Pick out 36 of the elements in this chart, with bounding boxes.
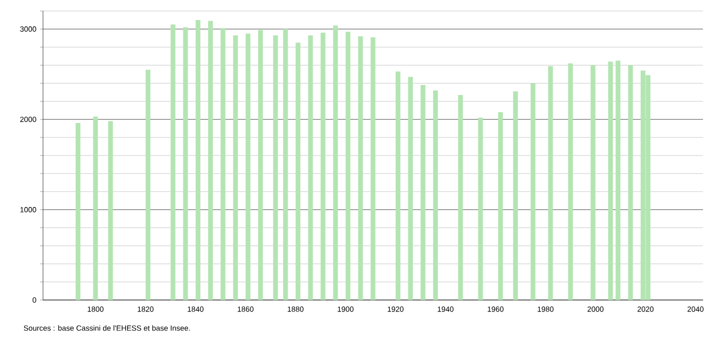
bar [93, 116, 98, 300]
bar [333, 25, 338, 300]
bar [308, 35, 313, 300]
bar [513, 91, 518, 300]
bar [346, 32, 350, 300]
bar [608, 62, 613, 300]
bar [196, 20, 200, 300]
bar [183, 27, 188, 300]
bar [370, 37, 376, 300]
bar [458, 94, 463, 300]
bar [296, 42, 300, 300]
bar [320, 32, 326, 300]
bar [548, 66, 553, 300]
bar [208, 20, 213, 300]
bar [358, 36, 363, 300]
bar [420, 85, 426, 300]
bar [433, 90, 438, 300]
bar [283, 29, 288, 300]
bar [616, 60, 620, 300]
bar [396, 72, 400, 300]
bar [273, 35, 278, 300]
bar [258, 30, 263, 300]
bar [498, 112, 503, 300]
bar [220, 28, 226, 300]
bar [568, 63, 573, 300]
bar [146, 70, 150, 300]
bar [590, 65, 596, 300]
bar [76, 122, 80, 300]
bar [530, 83, 536, 300]
bar [628, 65, 633, 300]
bar [233, 35, 238, 300]
bar [170, 24, 176, 300]
bar [246, 34, 250, 300]
bar [408, 76, 413, 300]
bar [478, 118, 483, 300]
bar [108, 121, 113, 300]
